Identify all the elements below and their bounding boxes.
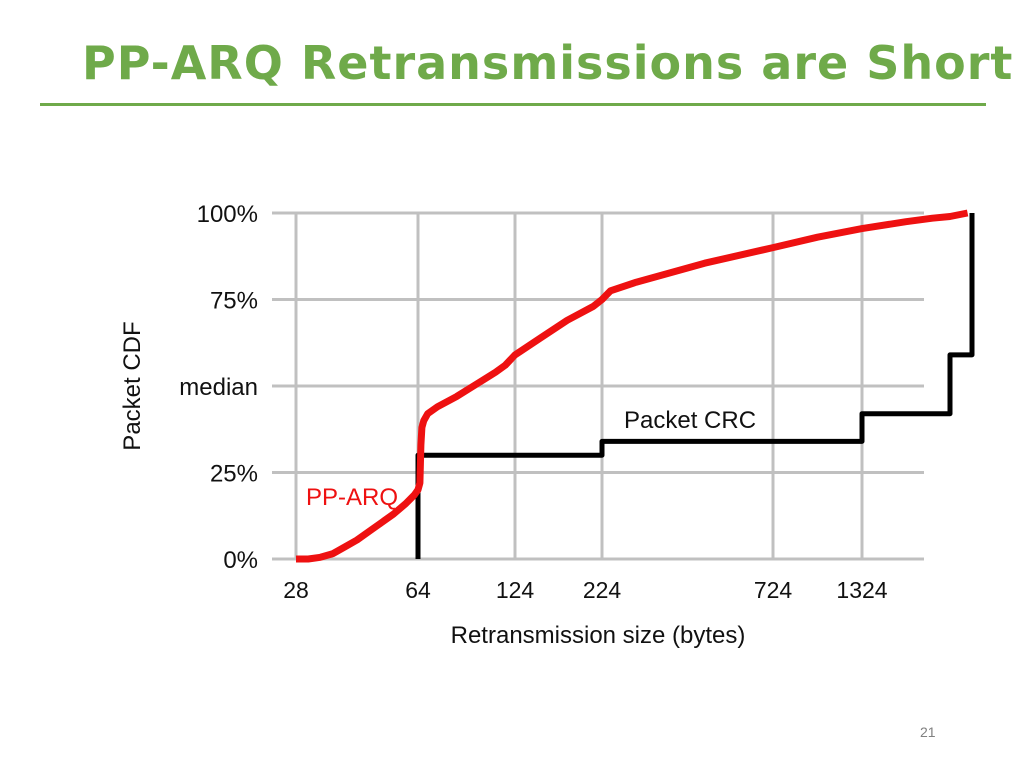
y-tick-label: 100% [197, 201, 258, 228]
series-line-packet-crc [415, 213, 975, 559]
x-tick-label: 724 [754, 577, 793, 603]
x-tick-label: 124 [496, 577, 535, 603]
slide-title: PP-ARQ Retransmissions are Short [82, 36, 1014, 90]
x-tick-label: 28 [283, 577, 309, 603]
y-tick-label: 0% [223, 547, 258, 574]
y-tick-label: median [179, 374, 258, 401]
x-tick-label: 64 [405, 577, 431, 603]
title-divider [40, 103, 986, 106]
series-line-pp-arq [296, 209, 969, 563]
x-tick-label: 1324 [836, 577, 887, 603]
series-label-packet-crc: Packet CRC [624, 407, 756, 434]
x-tick-label: 224 [583, 577, 622, 603]
page-number: 21 [920, 724, 936, 740]
chart-series [296, 209, 975, 563]
y-axis-label: Packet CDF [119, 321, 146, 450]
series-label-pp-arq: PP-ARQ [306, 484, 398, 511]
chart-labels: 0% 25% median 75% 100% 28 64 124 224 724 1324 Retra… [119, 201, 888, 649]
y-tick-label: 75% [210, 288, 258, 315]
y-tick-label: 25% [210, 461, 258, 488]
x-axis-label: Retransmission size (bytes) [451, 622, 746, 649]
